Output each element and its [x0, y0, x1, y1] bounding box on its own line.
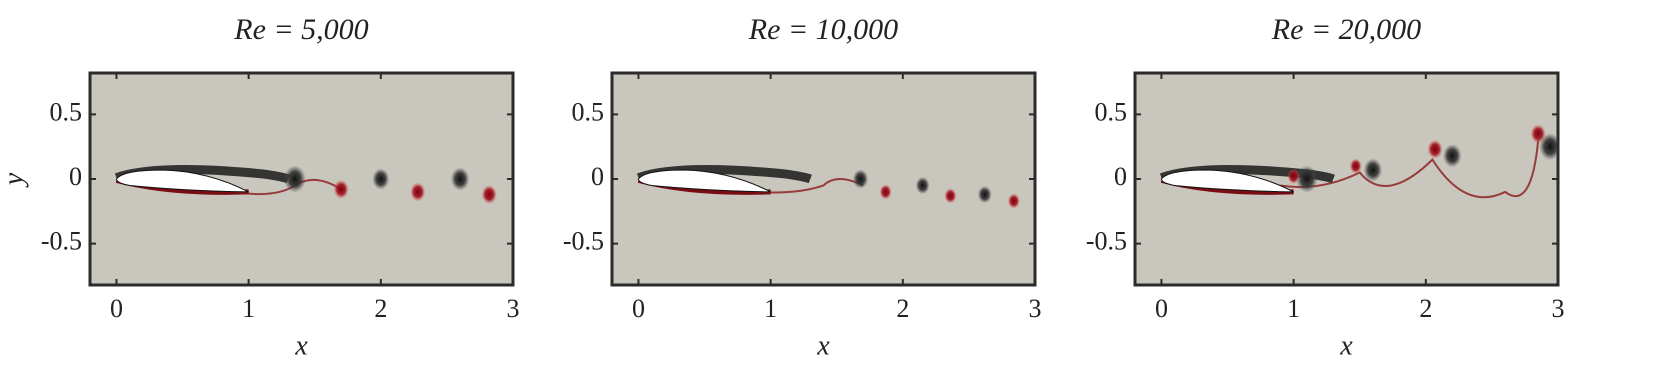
- wake: [1280, 140, 1540, 199]
- vortex: [1007, 193, 1021, 209]
- y-tick-label: 0.5: [572, 97, 605, 126]
- vortex: [977, 185, 992, 204]
- vortex: [372, 168, 390, 190]
- vortex: [1363, 158, 1383, 182]
- x-tick-label: 2: [374, 294, 387, 323]
- y-tick-label: -0.5: [1086, 227, 1127, 256]
- x-tick-label: 1: [242, 294, 255, 323]
- vortex: [481, 184, 497, 205]
- field: [90, 73, 513, 285]
- x-axis-label: x: [1339, 330, 1353, 361]
- vortex: [1295, 165, 1318, 193]
- y-tick-label: -0.5: [563, 227, 604, 256]
- x-tick-label: 2: [1419, 294, 1432, 323]
- x-axis-label: x: [816, 330, 830, 361]
- x-tick-label: 2: [896, 294, 909, 323]
- x-tick-label: 3: [1029, 294, 1042, 323]
- vortex: [1287, 168, 1300, 185]
- x-tick-label: 0: [1155, 294, 1168, 323]
- vortex: [284, 165, 306, 193]
- x-tick-label: 1: [764, 294, 777, 323]
- y-tick-label: 0: [591, 162, 604, 191]
- vortex: [915, 176, 930, 195]
- y-tick-label: 0: [1114, 162, 1127, 191]
- panel-title: Re = 20,000: [1271, 13, 1421, 46]
- field: [612, 73, 1035, 285]
- field: [1135, 73, 1558, 285]
- x-tick-label: 0: [632, 294, 645, 323]
- y-tick-label: 0.5: [1095, 97, 1128, 126]
- airfoil: [1160, 169, 1294, 193]
- vortex: [852, 169, 869, 189]
- airfoil: [115, 169, 249, 193]
- wake: [757, 178, 864, 194]
- vortex: [450, 167, 470, 191]
- airfoil: [637, 169, 771, 193]
- vortex: [1427, 139, 1443, 159]
- vortex: [1349, 158, 1362, 174]
- panel-title: Re = 10,000: [748, 13, 898, 46]
- vortex: [1539, 133, 1558, 161]
- x-axis-label: x: [294, 330, 308, 361]
- y-tick-label: 0.5: [50, 97, 83, 126]
- vortex: [333, 179, 349, 200]
- vortex: [1442, 144, 1462, 168]
- x-tick-label: 0: [110, 294, 123, 323]
- x-tick-label: 1: [1287, 294, 1300, 323]
- vortex: [944, 188, 957, 204]
- y-tick-label: -0.5: [41, 227, 82, 256]
- y-tick-label: 0: [69, 162, 82, 191]
- vortex: [410, 182, 426, 202]
- x-tick-label: 3: [1552, 294, 1565, 323]
- panel-title: Re = 5,000: [233, 13, 368, 46]
- y-axis-label: y: [0, 172, 29, 188]
- vortex: [879, 184, 892, 200]
- x-tick-label: 3: [507, 294, 520, 323]
